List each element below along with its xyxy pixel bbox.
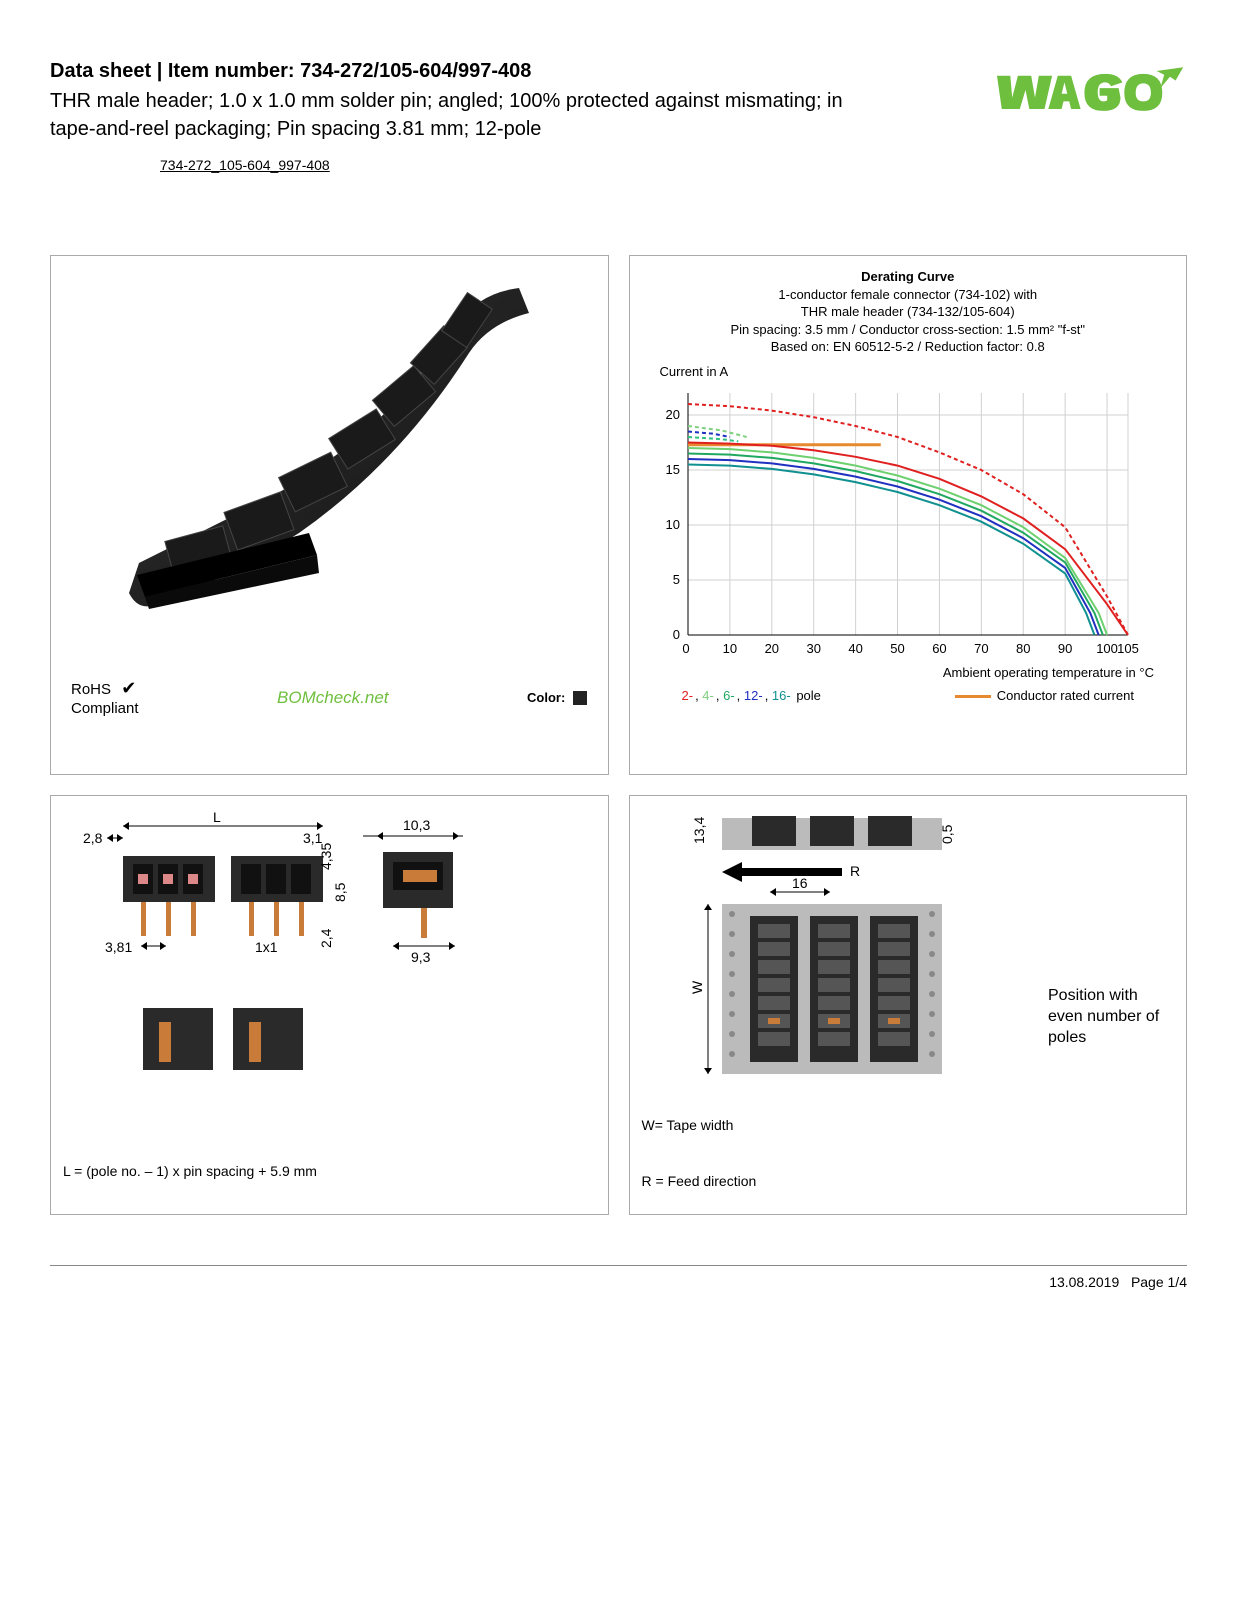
svg-text:20: 20: [665, 407, 679, 422]
svg-text:5: 5: [672, 572, 679, 587]
y-axis-label: Current in A: [660, 364, 1175, 379]
svg-text:60: 60: [932, 641, 946, 656]
svg-text:80: 80: [1016, 641, 1030, 656]
rohs-compliant: Compliant: [71, 700, 139, 717]
dimension-panel-right: 13,4 0,5 R 16: [629, 795, 1188, 1215]
svg-text:15: 15: [665, 462, 679, 477]
product-image-panel: RoHS ✔ Compliant BOMcheck.net Color:: [50, 255, 609, 775]
dimension-panel-left: L 2,8 3,1: [50, 795, 609, 1215]
svg-text:10: 10: [665, 517, 679, 532]
w-label: W= Tape width: [642, 1117, 1175, 1133]
svg-text:10,3: 10,3: [403, 817, 430, 833]
derating-chart: 0 5 10 15 20 0 10 20 30 40 50 60 70 80 90 100105: [642, 385, 1142, 665]
legend-conductor-label: Conductor rated current: [997, 688, 1134, 703]
svg-text:90: 90: [1057, 641, 1071, 656]
svg-text:0: 0: [682, 641, 689, 656]
svg-text:105: 105: [1117, 641, 1139, 656]
derating-chart-panel: Derating Curve 1-conductor female connec…: [629, 255, 1188, 775]
svg-text:0: 0: [672, 627, 679, 642]
subtitle: THR male header; 1.0 x 1.0 mm solder pin…: [50, 87, 850, 143]
svg-text:9,3: 9,3: [411, 949, 431, 965]
svg-text:13,4: 13,4: [691, 817, 707, 844]
color-label: Color:: [527, 690, 565, 705]
svg-text:W: W: [689, 980, 705, 994]
svg-text:50: 50: [890, 641, 904, 656]
footer-date: 13.08.2019: [1049, 1274, 1119, 1290]
chart-sub3: Pin spacing: 3.5 mm / Conductor cross-se…: [642, 321, 1175, 339]
svg-text:R: R: [850, 863, 860, 879]
wago-logo: [997, 60, 1187, 120]
svg-text:1x1: 1x1: [255, 939, 278, 955]
svg-text:4,35: 4,35: [318, 843, 334, 870]
svg-text:30: 30: [806, 641, 820, 656]
position-note: Position with even number of poles: [1048, 986, 1168, 1048]
svg-text:2,8: 2,8: [83, 830, 103, 846]
rohs-label: RoHS: [71, 681, 111, 698]
svg-text:10: 10: [722, 641, 736, 656]
legend-line-icon: [955, 695, 991, 698]
chart-title: Derating Curve: [642, 268, 1175, 286]
product-tape-illustration: [119, 283, 539, 663]
svg-text:8,5: 8,5: [332, 882, 348, 902]
svg-text:16: 16: [792, 875, 808, 891]
chart-sub1: 1-conductor female connector (734-102) w…: [642, 286, 1175, 304]
svg-text:0,5: 0,5: [939, 824, 955, 844]
bomcheck-suffix: .net: [360, 688, 388, 707]
dimension-drawing-left: L 2,8 3,1: [63, 808, 543, 1148]
footer-page: Page 1/4: [1131, 1274, 1187, 1290]
svg-text:2,4: 2,4: [318, 928, 334, 948]
dimension-drawing-right: 13,4 0,5 R 16: [642, 808, 1122, 1108]
part-link[interactable]: 734-272_105-604_997-408: [160, 157, 330, 173]
legend-conductor: Conductor rated current: [955, 688, 1134, 703]
r-label: R = Feed direction: [642, 1173, 1175, 1189]
chart-sub4: Based on: EN 60512-5-2 / Reduction facto…: [642, 338, 1175, 356]
legend-poles: 2-, 4-, 6-, 12-, 16- pole: [682, 688, 823, 703]
title-prefix: Data sheet | Item number:: [50, 60, 300, 82]
x-axis-label: Ambient operating temperature in °C: [642, 665, 1155, 680]
dim-left-caption: L = (pole no. – 1) x pin spacing + 5.9 m…: [63, 1163, 596, 1179]
svg-text:20: 20: [764, 641, 778, 656]
svg-text:40: 40: [848, 641, 862, 656]
svg-text:L: L: [213, 809, 221, 825]
check-icon: ✔: [121, 678, 136, 698]
item-number: 734-272/105-604/997-408: [300, 60, 531, 82]
svg-text:3,81: 3,81: [105, 939, 132, 955]
chart-sub2: THR male header (734-132/105-604): [642, 303, 1175, 321]
color-swatch: [573, 691, 587, 705]
svg-text:100: 100: [1096, 641, 1118, 656]
svg-text:70: 70: [974, 641, 988, 656]
bomcheck-label: BOMcheck: [277, 688, 360, 707]
